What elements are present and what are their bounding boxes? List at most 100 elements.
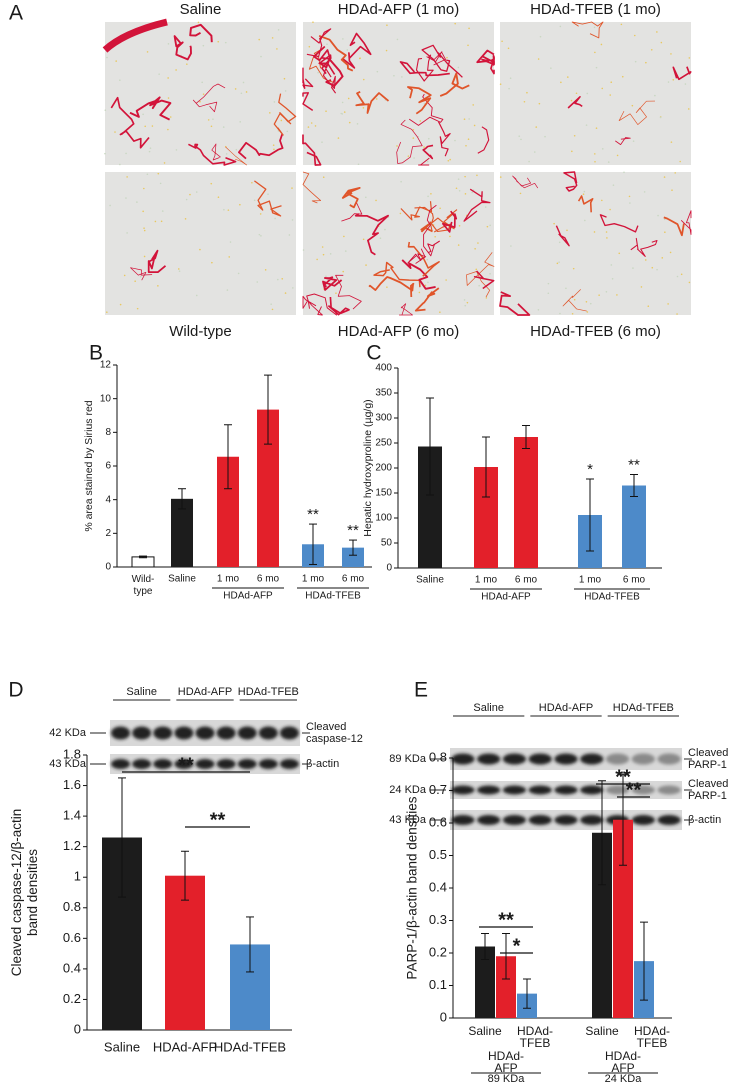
x-tick-label: 1 mo bbox=[302, 574, 325, 585]
stain-dot bbox=[560, 81, 562, 84]
blot-band bbox=[195, 726, 215, 740]
stain-dot bbox=[273, 148, 275, 151]
blot-band bbox=[174, 759, 194, 769]
stain-dot bbox=[119, 163, 121, 166]
stain-dot bbox=[660, 41, 663, 44]
collagen-fiber bbox=[466, 252, 495, 298]
stain-dot bbox=[509, 77, 512, 79]
stain-dot bbox=[144, 125, 147, 128]
stain-dot bbox=[656, 31, 658, 33]
y-tick-label: 1.4 bbox=[63, 808, 81, 823]
error-bar bbox=[502, 933, 510, 980]
collagen-fiber bbox=[341, 202, 363, 222]
stain-dot bbox=[670, 141, 673, 143]
stain-dot bbox=[264, 269, 267, 271]
stain-dot bbox=[589, 302, 592, 305]
stain-dot bbox=[609, 94, 612, 96]
stain-dot bbox=[260, 55, 262, 58]
stain-dot bbox=[146, 173, 149, 176]
collagen-fiber bbox=[490, 57, 495, 75]
stain-dot bbox=[386, 286, 388, 288]
stain-dot bbox=[291, 219, 294, 221]
stain-dot bbox=[207, 119, 210, 121]
blot-group-label: HDAd-TFEB bbox=[613, 702, 674, 714]
collagen-fiber bbox=[401, 259, 436, 290]
stain-dot bbox=[385, 49, 388, 52]
collagen-fiber bbox=[188, 143, 237, 166]
y-axis-label: Hepatic hydroxyproline (µg/g) bbox=[362, 399, 374, 536]
stain-dot bbox=[412, 137, 415, 139]
stain-dot bbox=[687, 108, 690, 110]
stain-dot bbox=[466, 301, 469, 304]
stain-dot bbox=[586, 311, 589, 313]
stain-dot bbox=[136, 201, 138, 203]
y-tick-label: 0.2 bbox=[63, 991, 81, 1006]
series-label: Saline bbox=[585, 1024, 619, 1038]
stain-dot bbox=[468, 118, 470, 120]
stain-dot bbox=[342, 270, 345, 273]
x-tick-label: Saline bbox=[168, 574, 196, 585]
stain-dot bbox=[544, 135, 546, 138]
y-tick-label: 0.1 bbox=[429, 977, 447, 992]
series-label: HDAd-AFP bbox=[488, 1049, 524, 1075]
micrograph-label: HDAd-AFP (6 mo) bbox=[338, 323, 459, 340]
stain-dot bbox=[148, 150, 151, 153]
stain-dot bbox=[202, 93, 205, 96]
stain-dot bbox=[601, 148, 604, 150]
collagen-fiber bbox=[327, 296, 350, 316]
stain-dot bbox=[342, 38, 344, 40]
stain-dot bbox=[537, 308, 540, 311]
micrograph-bg bbox=[303, 172, 494, 315]
stain-dot bbox=[362, 78, 365, 81]
stain-dot bbox=[109, 204, 111, 207]
collagen-fiber bbox=[341, 186, 361, 209]
stain-dot bbox=[585, 124, 588, 126]
micrograph bbox=[105, 172, 296, 315]
collagen-fiber bbox=[373, 261, 421, 288]
y-tick-label: 8 bbox=[105, 427, 111, 438]
collagen-fiber bbox=[563, 171, 578, 192]
stain-dot bbox=[688, 57, 691, 59]
stain-dot bbox=[276, 48, 278, 50]
stain-dot bbox=[654, 94, 656, 97]
error-bar bbox=[598, 780, 606, 886]
stain-dot bbox=[571, 150, 573, 153]
stain-dot bbox=[593, 231, 596, 233]
y-tick-label: 12 bbox=[100, 360, 112, 371]
stain-dot bbox=[454, 139, 456, 142]
collagen-fiber bbox=[407, 241, 440, 277]
blot-band bbox=[554, 753, 578, 765]
y-tick-label: 0.2 bbox=[429, 944, 447, 959]
stain-dot bbox=[142, 210, 144, 213]
stain-dot bbox=[143, 255, 146, 258]
stain-dot bbox=[499, 176, 502, 178]
stain-dot bbox=[566, 76, 569, 78]
stain-dot bbox=[253, 199, 256, 202]
stain-dot bbox=[343, 111, 346, 113]
blot-band bbox=[502, 815, 527, 825]
collagen-fiber bbox=[499, 291, 531, 316]
stain-dot bbox=[235, 148, 238, 151]
micrograph-label: Wild-type bbox=[169, 323, 232, 340]
stain-dot bbox=[595, 127, 598, 129]
panel-label: E bbox=[414, 679, 428, 702]
stain-dot bbox=[539, 35, 542, 38]
collagen-fiber bbox=[302, 171, 321, 204]
collagen-fiber bbox=[463, 188, 491, 222]
stain-dot bbox=[240, 92, 243, 95]
x-tick-label: 1 mo bbox=[475, 575, 498, 586]
group-label: HDAd-AFP bbox=[223, 591, 273, 602]
collagen-fiber bbox=[426, 51, 447, 66]
stain-dot bbox=[458, 189, 461, 192]
error-bar bbox=[224, 424, 232, 490]
bar bbox=[613, 819, 633, 1018]
stain-dot bbox=[271, 37, 274, 39]
stain-dot bbox=[643, 191, 646, 193]
stain-dot bbox=[671, 189, 673, 191]
stain-dot bbox=[449, 158, 451, 161]
collagen-fiber bbox=[663, 216, 685, 237]
y-tick-label: 1.6 bbox=[63, 777, 81, 792]
y-tick-label: 10 bbox=[100, 393, 112, 404]
stain-dot bbox=[676, 275, 679, 278]
collagen-fiber bbox=[273, 93, 297, 136]
